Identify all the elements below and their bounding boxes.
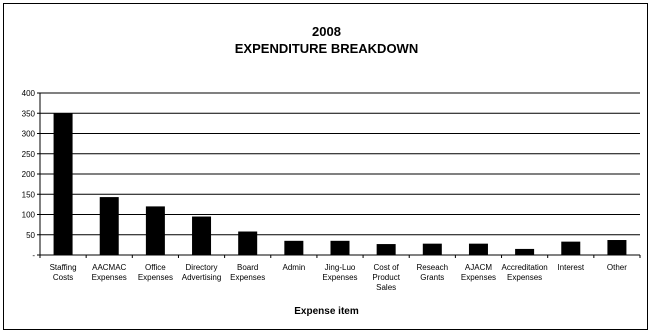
x-tick-label: AJACM Expenses (461, 263, 496, 282)
x-tick-label-line: Directory (186, 263, 218, 272)
x-tick-label-line: Interest (557, 263, 584, 272)
x-tick-label-line: Advertising (182, 273, 222, 282)
y-tick-label: 250 (22, 150, 36, 159)
x-tick-label-line: Expenses (461, 273, 496, 282)
x-tick-label-line: Board (237, 263, 258, 272)
x-tick-label: Board Expenses (230, 263, 265, 282)
x-tick-label: Jing-Luo Expenses (322, 263, 357, 282)
x-tick-label: Office Expenses (138, 263, 173, 282)
bar (238, 231, 258, 255)
bar (53, 113, 73, 255)
x-tick-label-line: Reseach (417, 263, 449, 272)
y-tick-label: 300 (22, 130, 36, 139)
x-tick-label: Interest (557, 263, 584, 272)
x-tick-label-line: Staffing (50, 263, 77, 272)
x-tick-label-line: Cost of (373, 263, 399, 272)
bar (376, 244, 396, 255)
x-tick-label-line: Grants (420, 273, 444, 282)
x-tick-label-line: Office (145, 263, 166, 272)
bar (468, 243, 488, 255)
x-tick-label: Reseach Grants (417, 263, 449, 282)
bar (515, 248, 535, 255)
x-tick-label: Directory Advertising (182, 263, 222, 282)
x-tick-label-line: Costs (53, 273, 73, 282)
x-tick-label: Staffing Costs (50, 263, 77, 282)
chart-title-line-1: 2008 (312, 24, 341, 39)
bar (284, 240, 304, 255)
x-tick-label-line: Accreditation (501, 263, 547, 272)
x-tick-label-line: Jing-Luo (325, 263, 356, 272)
y-tick-label: 100 (22, 211, 36, 220)
bar (422, 243, 442, 255)
x-tick-label-line: Admin (283, 263, 306, 272)
x-tick-label: AACMAC Expenses (92, 263, 127, 282)
y-tick-label: - (32, 251, 35, 260)
bar (561, 241, 581, 255)
bars (53, 113, 627, 255)
chart-title-line-2: EXPENDITURE BREAKDOWN (234, 41, 419, 56)
x-tick-label-line: Expenses (322, 273, 357, 282)
bar (145, 206, 165, 255)
x-tick-label: Cost of Product Sales (372, 263, 400, 292)
bar (330, 240, 350, 255)
y-tick-label: 350 (22, 109, 36, 118)
x-tick-label-line: Expenses (507, 273, 542, 282)
bar (607, 240, 627, 255)
x-tick-label-line: Other (607, 263, 627, 272)
x-tick-label: Other (607, 263, 627, 272)
x-tick-label: Admin (283, 263, 306, 272)
x-tick-label-line: Product (372, 273, 400, 282)
y-tick-labels: - 50 100 150 200 250 300 350 400 (22, 89, 36, 260)
x-tick-label-line: Sales (376, 283, 396, 292)
x-tick-label-line: AJACM (465, 263, 492, 272)
x-tick-label-line: Expenses (230, 273, 265, 282)
x-tick-label-line: Expenses (92, 273, 127, 282)
axes (37, 92, 641, 258)
y-tick-label: 200 (22, 170, 36, 179)
bar (192, 216, 212, 255)
y-tick-label: 400 (22, 89, 36, 98)
x-tick-label-line: Expenses (138, 273, 173, 282)
bar (99, 197, 119, 255)
gridlines (40, 92, 640, 236)
chart-frame (3, 3, 648, 330)
x-axis-label: Expense item (294, 306, 359, 317)
x-tick-label: Accreditation Expenses (501, 263, 547, 282)
x-tick-label-line: AACMAC (92, 263, 126, 272)
y-tick-label: 150 (22, 190, 36, 199)
y-tick-label: 50 (26, 231, 35, 240)
